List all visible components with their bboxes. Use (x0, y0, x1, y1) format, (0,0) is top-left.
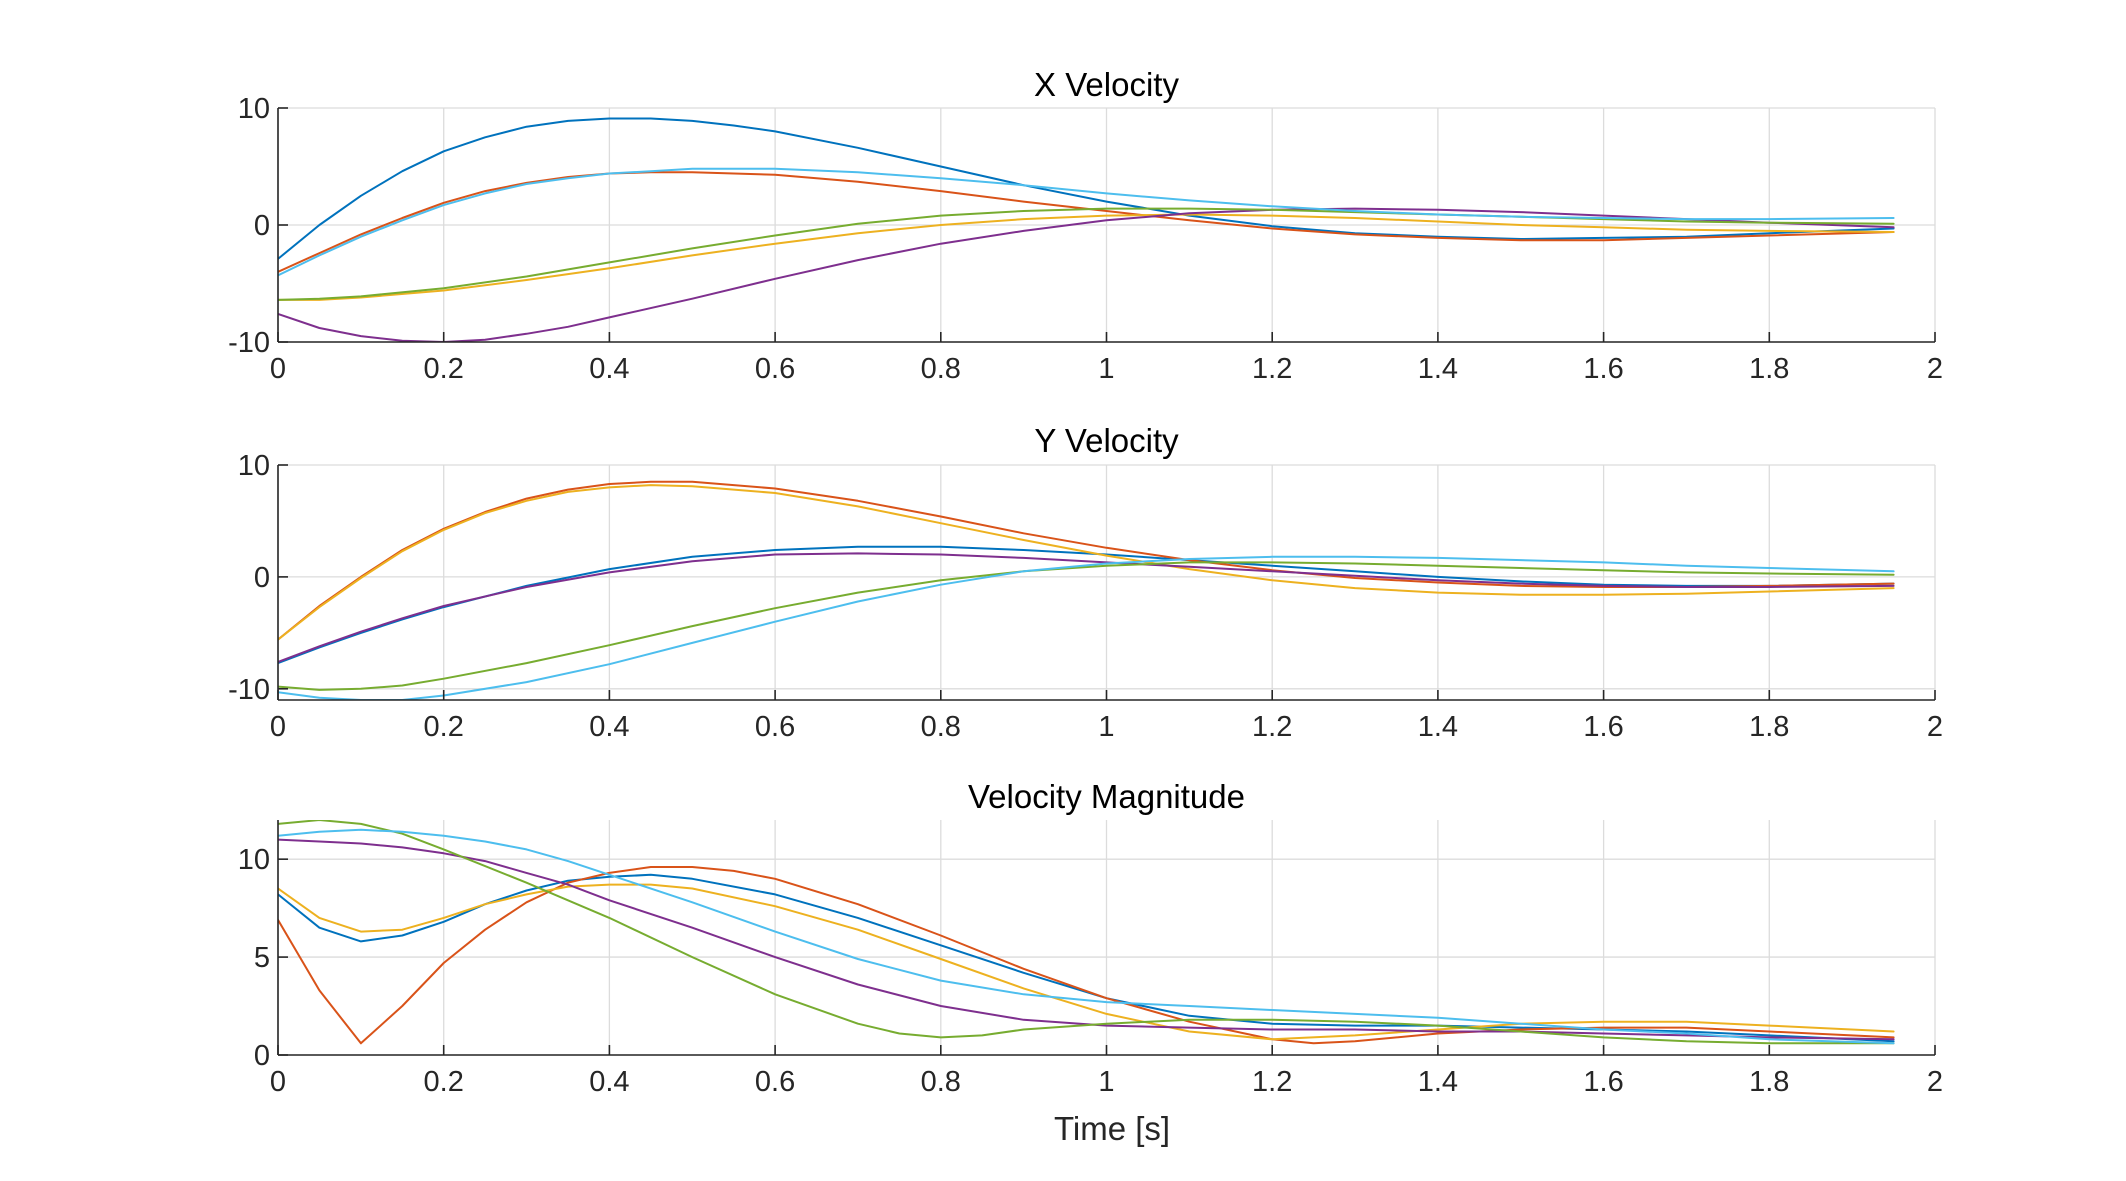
x-velocity-x-tick-label: 0.4 (589, 353, 629, 385)
x-velocity-title: X Velocity (1034, 66, 1179, 103)
x-velocity-x-tick-label: 1.4 (1418, 353, 1458, 385)
velocity-magnitude-x-tick-label: 0.2 (424, 1066, 464, 1098)
velocity-magnitude-x-tick-label: 1.4 (1418, 1066, 1458, 1098)
x-velocity-x-tick-label: 0.2 (424, 353, 464, 385)
y-velocity-x-tick-label: 1.2 (1252, 711, 1292, 743)
x-velocity-x-tick-label: 0 (270, 353, 286, 385)
x-velocity-series-line-1 (278, 117, 1895, 260)
y-velocity-series-line-4 (278, 552, 1895, 663)
x-velocity-series-line-6 (278, 167, 1895, 277)
velocity-magnitude-x-tick-label: 1 (1098, 1066, 1114, 1098)
y-velocity-series-line-6 (278, 555, 1895, 700)
x-velocity-x-tick-label: 0.8 (921, 353, 961, 385)
y-velocity-x-tick-label: 1.8 (1749, 711, 1789, 743)
x-velocity-x-tick-label: 2 (1927, 353, 1943, 385)
velocity-magnitude-x-tick-label: 0.6 (755, 1066, 795, 1098)
velocity-magnitude-y-tick-label: 0 (254, 1040, 270, 1072)
velocity-magnitude-y-tick-label: 10 (238, 844, 270, 876)
x-axis-label: Time [s] (1054, 1110, 1170, 1147)
y-velocity-x-tick-label: 0.2 (424, 711, 464, 743)
y-velocity-x-tick-label: 0.8 (921, 711, 961, 743)
y-velocity-x-tick-label: 1.4 (1418, 711, 1458, 743)
x-velocity-x-tick-label: 1.6 (1583, 353, 1623, 385)
y-velocity-x-tick-label: 1 (1098, 711, 1114, 743)
velocity-magnitude-series-line-6 (278, 828, 1895, 1045)
x-velocity-series-line-2 (278, 171, 1895, 273)
y-velocity-series-group (278, 480, 1895, 700)
velocity-magnitude-x-tick-label: 0.4 (589, 1066, 629, 1098)
velocity-magnitude-title: Velocity Magnitude (968, 778, 1245, 815)
x-velocity-x-tick-label: 0.6 (755, 353, 795, 385)
x-velocity-series-line-3 (278, 213, 1895, 301)
y-velocity-series-line-2 (278, 480, 1895, 641)
y-velocity-series-line-5 (278, 561, 1895, 691)
velocity-magnitude-x-tick-label: 0 (270, 1066, 286, 1098)
velocity-magnitude-x-tick-label: 1.6 (1583, 1066, 1623, 1098)
velocity-magnitude-series-line-1 (278, 873, 1895, 1043)
velocity-magnitude-x-tick-label: 2 (1927, 1066, 1943, 1098)
y-velocity-series-line-3 (278, 484, 1895, 641)
y-velocity-title: Y Velocity (1034, 422, 1179, 459)
velocity-magnitude-series-line-5 (278, 820, 1895, 1045)
y-velocity-y-tick-label: 0 (254, 562, 270, 594)
y-velocity-x-tick-label: 1.6 (1583, 711, 1623, 743)
x-velocity-y-tick-label: 0 (254, 210, 270, 242)
x-velocity-y-tick-label: 10 (238, 93, 270, 125)
y-velocity-y-tick-label: 10 (238, 450, 270, 482)
x-velocity-y-tick-label: -10 (228, 327, 270, 359)
velocity-magnitude-x-tick-label: 0.8 (921, 1066, 961, 1098)
velocity-magnitude-y-tick-label: 5 (254, 942, 270, 974)
velocity-magnitude-series-group (278, 820, 1895, 1045)
x-velocity-x-tick-label: 1.2 (1252, 353, 1292, 385)
velocity-magnitude-x-tick-label: 1.2 (1252, 1066, 1292, 1098)
velocity-magnitude-x-tick-label: 1.8 (1749, 1066, 1789, 1098)
y-velocity-x-tick-label: 0.4 (589, 711, 629, 743)
x-velocity-x-tick-label: 1.8 (1749, 353, 1789, 385)
velocity-magnitude-panel: 0 0.2 0.4 0.6 0.8 1 1.2 1.4 1.6 1.8 2 0 5 10 Velocity … (238, 778, 1943, 1098)
y-velocity-x-tick-label: 0.6 (755, 711, 795, 743)
y-velocity-x-tick-label: 0 (270, 711, 286, 743)
y-velocity-y-tick-label: -10 (228, 674, 270, 706)
y-velocity-x-tick-label: 2 (1927, 711, 1943, 743)
y-velocity-series-line-1 (278, 545, 1895, 665)
x-velocity-x-tick-label: 1 (1098, 353, 1114, 385)
